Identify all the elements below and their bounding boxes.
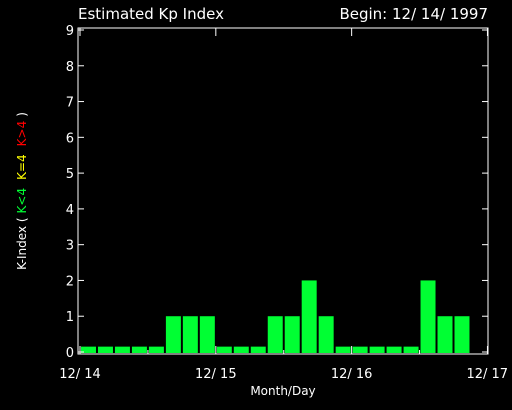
y-tick-label: 6 [66,131,74,146]
y-axis-title-yellow: K=4 [15,154,29,180]
bar [131,346,147,353]
y-tick-label: 7 [66,96,74,111]
bar [182,316,198,353]
bar [114,346,130,353]
plot-frame [77,27,489,355]
x-axis-title: Month/Day [250,384,315,398]
x-tick-label: 12/ 16 [331,367,373,382]
y-axis-title-green: K<4 [15,188,29,214]
y-tick-label: 4 [66,203,74,218]
y-axis-ticks: 0 1 2 3 4 5 6 7 8 9 [66,24,488,361]
y-tick-label: 0 [66,346,74,361]
bar [437,316,453,353]
bar-series [81,280,470,353]
y-axis-title-red: K>4 [15,121,29,147]
bar [250,346,266,353]
bar [318,316,334,353]
bar [454,316,470,353]
y-tick-label: 3 [66,239,74,254]
x-axis-ticks: 12/ 14 12/ 15 12/ 16 12/ 17 [59,28,508,382]
y-tick-label: 1 [66,310,74,325]
bar [301,280,317,353]
bar [97,346,113,353]
y-tick-label: 9 [66,24,74,39]
bar [216,346,232,353]
y-tick-label: 5 [66,167,74,182]
bar [386,346,402,353]
begin-date-label: Begin: 12/ 14/ 1997 [339,5,488,23]
x-tick-label: 12/ 15 [195,367,237,382]
bar [165,316,181,353]
y-axis-title-prefix: K-Index ( [15,217,29,269]
bar [335,346,351,353]
y-axis-title: K-Index ( K<4 K=4 K>4) [15,112,29,270]
bar [267,316,283,353]
bar [233,346,249,353]
y-axis-title-suffix: ) [15,112,29,117]
y-tick-label: 8 [66,60,74,75]
bar [81,346,96,353]
x-tick-label: 12/ 17 [466,367,508,382]
x-tick-label: 12/ 14 [59,367,101,382]
bar [199,316,215,353]
bar [403,346,419,353]
y-tick-label: 2 [66,274,74,289]
bar [352,346,368,353]
bar [284,316,300,353]
bar [369,346,385,353]
bar [420,280,436,353]
bar [148,346,164,353]
chart-title: Estimated Kp Index [78,5,224,23]
